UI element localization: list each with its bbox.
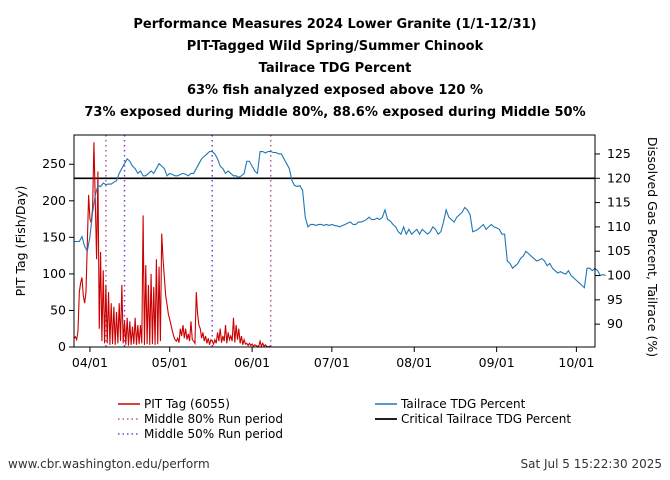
chart-title-block: Performance Measures 2024 Lower Granite … [0, 14, 670, 124]
x-tick-label-04/01: 04/01 [72, 355, 108, 370]
y-right-tick-label-115: 115 [607, 195, 631, 210]
legend-swatch-critical-tdg [375, 418, 397, 420]
legend-swatch-tdg [375, 403, 397, 405]
legend-swatch-middle-50 [118, 433, 140, 435]
x-tick-label-08/01: 08/01 [396, 355, 432, 370]
legend-swatch-pit-tag [118, 403, 140, 405]
legend-label-critical-tdg: Critical Tailrace TDG Percent [401, 412, 572, 426]
legend-label-tdg: Tailrace TDG Percent [401, 397, 526, 411]
chart-axes: 0 50 100 150 200 250 90 95 100 105 110 115 120 125 04/… [13, 134, 660, 370]
generated-timestamp: Sat Jul 5 15:22:30 2025 [520, 457, 662, 471]
source-url[interactable]: www.cbr.washington.edu/perform [8, 457, 210, 471]
x-tick-label-06/01: 06/01 [234, 355, 270, 370]
tdg-series [74, 150, 606, 289]
y-right-tick-label-120: 120 [607, 170, 631, 185]
y-right-tick-label-90: 90 [607, 316, 623, 331]
y-right-tick-label-125: 125 [607, 146, 631, 161]
chart-legend: PIT Tag (6055) Middle 80% Run period Mid… [118, 396, 598, 448]
y-left-tick-label-150: 150 [42, 229, 66, 244]
legend-label-middle-80: Middle 80% Run period [144, 412, 283, 426]
y-right-tick-label-95: 95 [607, 292, 623, 307]
y-right-tick-label-110: 110 [607, 219, 631, 234]
y-right-axis-label: Dissolved Gas Percent, Tailrace (%) [645, 137, 660, 357]
chart-subtitle-measure: Tailrace TDG Percent [258, 61, 412, 76]
chart-subtitle-exposure: 63% fish analyzed exposed above 120 % [186, 83, 484, 98]
chart-subtitle-species: PIT-Tagged Wild Spring/Summer Chinook [186, 39, 484, 54]
y-left-tick-label-50: 50 [50, 302, 66, 317]
plot-frame [73, 134, 596, 348]
x-tick-label-05/01: 05/01 [152, 355, 188, 370]
y-left-axis-label: PIT Tag (Fish/Day) [13, 186, 28, 297]
pit-tag-series [73, 142, 287, 348]
y-left-tick-label-0: 0 [58, 339, 66, 354]
legend-label-pit-tag: PIT Tag (6055) [144, 397, 230, 411]
y-right-tick-label-105: 105 [607, 243, 631, 258]
y-left-tick-label-100: 100 [42, 266, 66, 281]
x-tick-label-07/01: 07/01 [314, 355, 350, 370]
y-right-tick-label-100: 100 [607, 268, 631, 283]
chart-title: Performance Measures 2024 Lower Granite … [133, 17, 537, 32]
legend-label-middle-50: Middle 50% Run period [144, 427, 283, 441]
tdg-line [74, 150, 606, 289]
y-left-tick-label-200: 200 [42, 193, 66, 208]
chart-subtitle-middle-exposure: 73% exposed during Middle 80%, 88.6% exp… [84, 105, 586, 120]
y-left-tick-label-250: 250 [42, 156, 66, 171]
x-tick-label-09/01: 09/01 [479, 355, 515, 370]
chart-reference-lines [74, 135, 595, 347]
x-tick-label-10/01: 10/01 [558, 355, 594, 370]
legend-swatch-middle-80 [118, 418, 140, 420]
pit-tag-line [73, 142, 287, 348]
